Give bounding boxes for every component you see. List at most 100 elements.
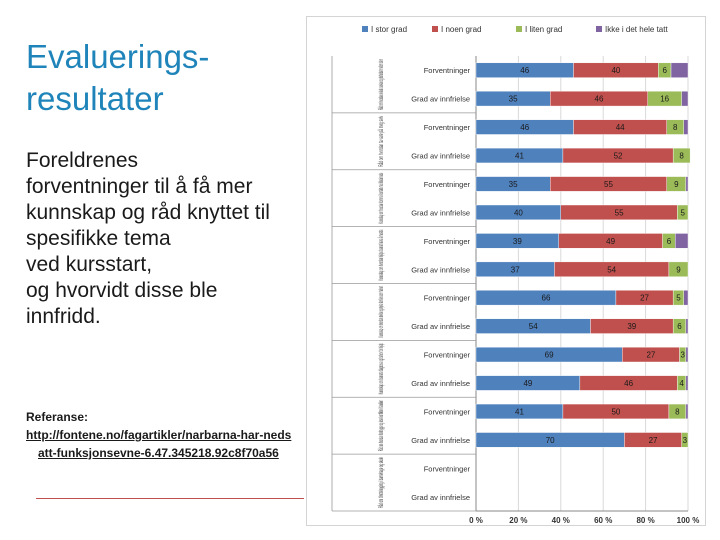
data-label: 69 [545, 351, 554, 360]
data-label: 5 [680, 208, 685, 217]
data-label: 35 [509, 180, 518, 189]
slide-body-text: Foreldrenes forventninger til å få mer k… [26, 148, 306, 330]
x-tick-label: 60 % [594, 516, 612, 524]
data-label: 44 [616, 123, 625, 132]
bar-segment [685, 347, 689, 363]
data-label: 41 [515, 152, 524, 161]
group-label: Kunnskap om hvordan utvikle og styrke fa… [378, 286, 385, 337]
body-line: og hvorvidt disse ble [26, 279, 218, 302]
category-label: Forventninger [424, 180, 471, 189]
bar-segment [670, 62, 689, 78]
legend-label: Ikke i det hele tatt [605, 25, 668, 34]
category-label: Forventninger [424, 464, 471, 473]
category-label: Grad av innfrielse [411, 493, 470, 502]
legend-swatch [596, 26, 602, 32]
legend-label: I liten grad [525, 25, 562, 34]
legend-swatch [516, 26, 522, 32]
bar-segment [685, 176, 689, 192]
category-label: Grad av innfrielse [411, 95, 470, 104]
body-line: innfridd. [26, 305, 101, 328]
group-label: Råd om hvordan ta vare på meg selv [377, 116, 385, 167]
slide-title-line2: resultater [26, 80, 164, 117]
data-label: 49 [606, 237, 615, 246]
slide-title-line1: Evaluerings- [26, 38, 210, 75]
data-label: 3 [680, 351, 685, 360]
x-tick-label: 20 % [509, 516, 527, 524]
data-label: 55 [604, 180, 613, 189]
data-label: 39 [627, 322, 636, 331]
group-label: Kunnskap om barnets diagnose og behov fo… [378, 343, 385, 394]
reference-block: Referanse: http://fontene.no/fagartikler… [26, 408, 296, 462]
data-label: 46 [595, 95, 604, 104]
category-label: Grad av innfrielse [411, 436, 470, 445]
data-label: 46 [520, 123, 529, 132]
body-line: ved kursstart, [26, 253, 153, 276]
data-label: 54 [529, 322, 538, 331]
group-label: Kunnskap om hvordan hjelpe barnet lære å… [377, 229, 385, 280]
body-line: spesifikke tema [26, 227, 171, 250]
data-label: 6 [662, 66, 667, 75]
x-tick-label: 80 % [636, 516, 654, 524]
stacked-bar-chart: I stor grad I noen grad I liten grad Ikke i… [331, 25, 700, 524]
category-label: Forventninger [424, 351, 471, 360]
data-label: 37 [511, 265, 520, 274]
category-label: Grad av innfrielse [411, 208, 470, 217]
data-label: 3 [683, 436, 688, 445]
data-label: 6 [667, 237, 672, 246]
x-tick-label: 40 % [552, 516, 570, 524]
group-label: Kunnskap om hvordan komme i kontakt med … [378, 173, 385, 224]
reference-link[interactable]: http://fontene.no/fagartikler/narbarna-h… [26, 428, 292, 460]
x-tick-label: 100 % [677, 516, 700, 524]
data-label: 8 [679, 152, 684, 161]
body-line: forventninger til å få mer [26, 175, 253, 198]
footer-divider [36, 498, 304, 499]
data-label: 5 [676, 294, 681, 303]
category-label: Forventninger [424, 237, 471, 246]
legend-label: I stor grad [371, 25, 407, 34]
bar-segment [668, 261, 689, 277]
body-line: kunnskap og råd knyttet til [26, 201, 270, 224]
data-label: 49 [523, 379, 532, 388]
category-label: Grad av innfrielse [411, 265, 470, 274]
x-tick-label: 0 % [469, 516, 483, 524]
category-label: Forventninger [424, 407, 471, 416]
data-label: 50 [611, 407, 620, 416]
category-label: Grad av innfrielse [411, 322, 470, 331]
legend-label: I noen grad [441, 25, 481, 34]
data-label: 4 [679, 379, 684, 388]
data-label: 46 [624, 379, 633, 388]
data-label: 27 [649, 436, 658, 445]
bar-segment [685, 375, 689, 391]
data-label: 66 [542, 294, 551, 303]
data-label: 46 [520, 66, 529, 75]
data-label: 9 [676, 265, 681, 274]
data-label: 27 [646, 351, 655, 360]
data-label: 16 [660, 95, 669, 104]
category-label: Grad av innfrielse [411, 152, 470, 161]
group-label: Råd om tilrettelegging i barnehage og sk… [377, 457, 385, 508]
group-label: Råd om hvordan forebygge og løse konflik… [377, 400, 385, 451]
bar-segment [675, 233, 689, 249]
data-label: 6 [677, 322, 682, 331]
category-label: Forventninger [424, 294, 471, 303]
bar-segment [683, 290, 689, 306]
bar-segment [681, 432, 689, 448]
data-label: 27 [640, 294, 649, 303]
bar-segment [685, 403, 689, 420]
slide-title: Evaluerings- resultater [26, 36, 296, 120]
data-label: 35 [509, 95, 518, 104]
bar-segment [677, 204, 689, 220]
data-label: 70 [546, 436, 555, 445]
data-label: 8 [675, 407, 680, 416]
legend-swatch [362, 26, 368, 32]
body-line: Foreldrenes [26, 149, 139, 172]
category-label: Forventninger [424, 123, 471, 132]
data-label: 41 [515, 407, 524, 416]
bar-segment [681, 91, 689, 107]
data-label: 52 [614, 152, 623, 161]
data-label: 39 [513, 237, 522, 246]
data-label: 54 [607, 265, 616, 274]
bar-segment [672, 147, 691, 164]
bar-segment [685, 318, 689, 334]
category-label: Grad av innfrielse [411, 379, 470, 388]
